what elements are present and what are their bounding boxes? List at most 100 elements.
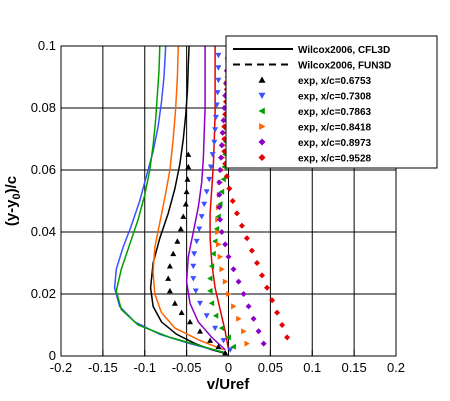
data-point xyxy=(210,250,216,257)
data-point xyxy=(219,129,226,136)
x-tick-label: 0.15 xyxy=(341,360,366,375)
data-point xyxy=(223,173,230,180)
data-point xyxy=(185,163,192,170)
data-point xyxy=(222,349,229,356)
data-point xyxy=(209,152,216,158)
data-point xyxy=(235,278,242,285)
y-axis-title-main: (y-y xyxy=(3,199,20,226)
data-point xyxy=(236,315,242,322)
legend-label: exp, x/c=0.9528 xyxy=(298,154,372,165)
data-point xyxy=(226,291,232,297)
data-point xyxy=(207,275,213,282)
data-point xyxy=(166,287,173,294)
data-point xyxy=(216,179,223,186)
data-point xyxy=(217,201,223,208)
data-point xyxy=(222,241,229,248)
data-point xyxy=(284,334,291,341)
series-markers xyxy=(165,151,229,356)
data-point xyxy=(250,315,257,322)
markers xyxy=(165,49,291,356)
data-point xyxy=(222,278,229,285)
data-point xyxy=(193,238,200,245)
data-point xyxy=(215,343,222,350)
x-tick-label: -0.15 xyxy=(88,360,118,375)
data-point xyxy=(218,188,225,195)
data-point xyxy=(274,309,281,316)
data-point xyxy=(260,340,267,347)
legend-marker xyxy=(258,92,266,99)
data-point xyxy=(248,247,255,254)
data-point xyxy=(255,328,262,335)
x-tick-label: -0.1 xyxy=(134,360,156,375)
data-point xyxy=(192,288,199,294)
data-point xyxy=(241,328,247,335)
data-point xyxy=(201,201,208,208)
legend-box xyxy=(225,35,438,169)
legend-marker xyxy=(258,76,266,83)
x-axis-title: v/Uref xyxy=(207,376,251,393)
data-point xyxy=(215,77,222,84)
data-point xyxy=(212,325,219,332)
data-point xyxy=(225,253,232,260)
ticks xyxy=(60,45,397,357)
y-tick-label: 0 xyxy=(49,348,56,363)
y-axis-title-sub: 0 xyxy=(11,193,23,199)
data-point xyxy=(226,185,233,192)
data-point xyxy=(185,151,192,157)
data-point xyxy=(217,216,224,223)
data-point xyxy=(212,127,219,133)
data-point xyxy=(198,214,205,220)
data-point xyxy=(203,189,210,195)
data-point xyxy=(279,322,286,328)
legend-marker xyxy=(258,154,266,161)
data-point xyxy=(233,210,240,217)
x-tick-label: -0.05 xyxy=(172,360,202,375)
y-tick-label: 0.06 xyxy=(31,162,56,177)
data-point xyxy=(207,287,213,294)
data-point xyxy=(219,266,225,273)
data-point xyxy=(243,235,250,242)
data-point xyxy=(208,300,215,307)
legend-label: Wilcox2006, FUN3D xyxy=(298,61,391,72)
data-point xyxy=(174,238,181,244)
data-point xyxy=(215,52,222,59)
data-point xyxy=(213,225,220,232)
legend-marker xyxy=(259,123,266,130)
data-point xyxy=(214,90,221,96)
data-point xyxy=(225,334,231,341)
y-tick-label: 0.08 xyxy=(31,100,56,115)
data-point xyxy=(166,263,173,269)
legend-marker xyxy=(258,138,266,146)
data-point xyxy=(182,201,189,207)
data-point xyxy=(220,117,227,124)
data-point xyxy=(217,253,224,260)
legend-label: exp, x/c=0.7308 xyxy=(298,92,372,103)
data-point xyxy=(230,266,237,273)
data-point xyxy=(220,338,227,344)
model-line xyxy=(185,46,226,351)
data-point xyxy=(207,164,214,170)
data-point xyxy=(213,102,220,108)
data-point xyxy=(259,272,265,279)
data-point xyxy=(171,300,178,306)
data-point xyxy=(165,275,172,281)
data-point xyxy=(245,303,252,310)
model-line xyxy=(149,46,224,354)
data-point xyxy=(229,198,236,204)
data-point xyxy=(170,250,177,257)
data-point xyxy=(218,229,225,235)
data-point xyxy=(203,313,210,319)
x-tick-label: 0.05 xyxy=(258,360,283,375)
data-point xyxy=(208,263,215,270)
data-point xyxy=(177,225,184,232)
data-point xyxy=(215,65,222,71)
x-tick-label: -0.2 xyxy=(50,360,72,375)
y-tick-label: 0.04 xyxy=(31,224,56,239)
data-point xyxy=(216,204,223,211)
x-tick-label: 0.2 xyxy=(387,360,405,375)
model-line xyxy=(115,46,226,354)
data-point xyxy=(178,309,185,315)
x-tick-labels: -0.2 -0.15 -0.1 -0.05 0 0.05 0.1 0.15 0.2 xyxy=(50,360,405,375)
y-axis-title: (y-y0)/c xyxy=(3,176,23,226)
data-point xyxy=(264,284,270,291)
